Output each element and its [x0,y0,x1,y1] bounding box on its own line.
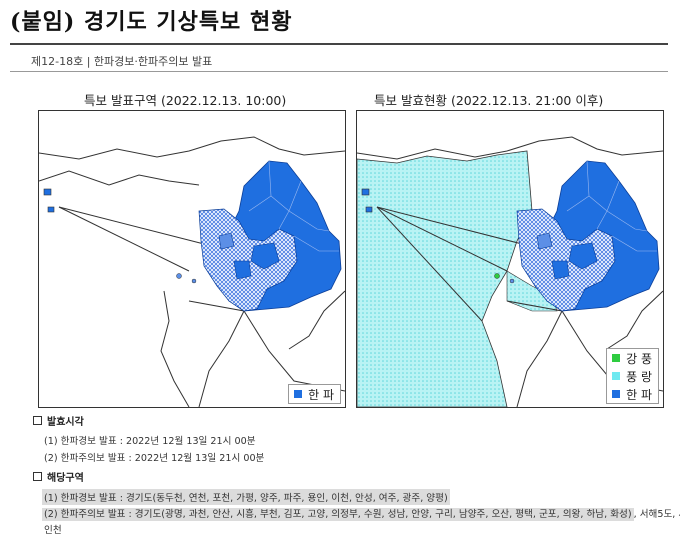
affected-area-line-1: (1) 한파경보 발표 : 경기도(동두천, 연천, 포천, 가평, 양주, 파… [42,489,450,505]
affected-area-line-2: (2) 한파주의보 발표 : 경기도(광명, 과천, 안산, 시흥, 부천, 김… [42,506,680,521]
section-heading-label: 해당구역 [47,473,84,484]
legend-item-cold-wave: 한 파 [607,385,658,403]
left-map-legend: 한 파 [288,384,341,404]
section-heading-label: 발효시각 [47,417,84,428]
left-map-title: 특보 발표구역 (2022.12.13. 10:00) [84,93,287,108]
right-map-legend: 강 풍 풍 랑 한 파 [606,348,659,404]
legend-item-cold-wave: 한 파 [289,385,340,403]
checkbox-square-icon [33,416,42,425]
page-title: (붙임) 경기도 기상특보 현황 [10,9,293,35]
right-map-title: 특보 발효현황 (2022.12.13. 21:00 이후) [374,93,604,108]
legend-item-wind-wave: 풍 랑 [607,367,658,385]
document-number: 제12-18호 | 한파경보·한파주의보 발표 [31,55,213,68]
effective-time-line-1: (1) 한파경보 발표 : 2022년 12월 13일 21시 00분 [44,436,256,447]
legend-label: 강 풍 [626,351,652,366]
title-divider [10,43,668,45]
effective-time-line-2: (2) 한파주의보 발표 : 2022년 12월 13일 21시 00분 [44,453,265,464]
affected-area-line-2-highlight: (2) 한파주의보 발표 : 경기도(광명, 과천, 안산, 시흥, 부천, 김… [42,508,634,521]
legend-swatch [612,354,621,362]
legend-swatch [612,390,621,398]
legend-swatch [612,372,621,380]
checkbox-square-icon [33,472,42,481]
left-map-drawing [39,136,345,407]
legend-swatch [294,390,303,398]
legend-item-strong-wind: 강 풍 [607,349,658,367]
subtitle-divider [10,71,668,72]
legend-label: 풍 랑 [626,369,652,384]
legend-label: 한 파 [308,387,334,402]
section-heading-affected-area: 해당구역 [33,469,84,484]
left-map: 한 파 [38,110,346,408]
section-heading-effective-time: 발효시각 [33,413,84,428]
affected-area-line-2-rest: , 서해5도, 서울, [633,509,680,520]
right-map: 강 풍 풍 랑 한 파 [356,110,664,408]
legend-label: 한 파 [626,387,652,402]
right-map-drawing [357,136,663,407]
affected-area-line-3: 인천 [44,525,62,536]
